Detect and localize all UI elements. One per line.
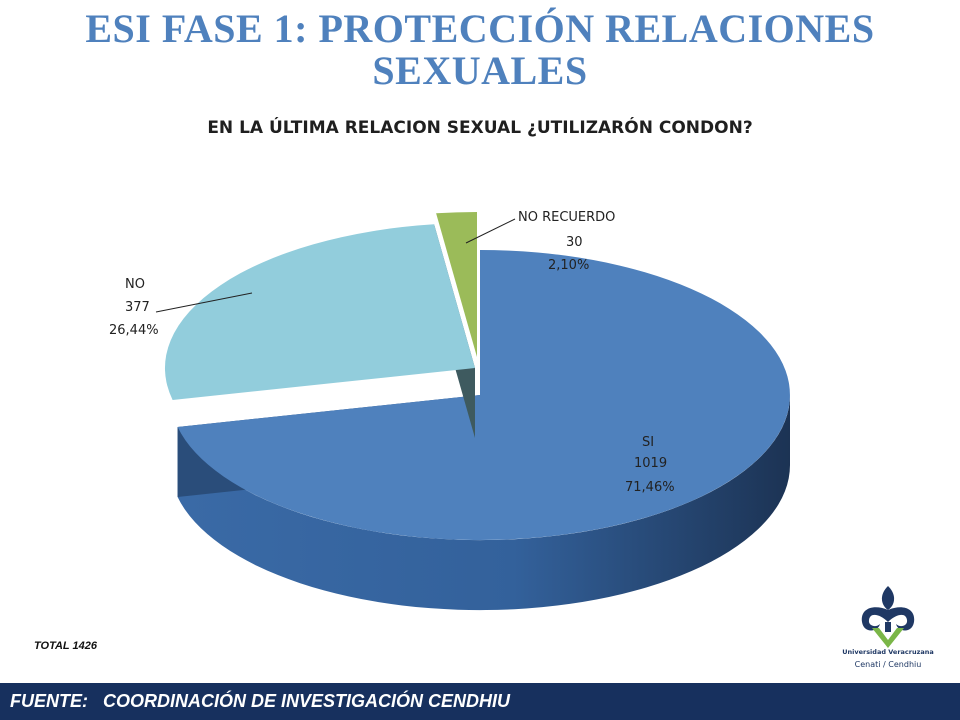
slice-si xyxy=(177,250,790,540)
leader-line-no-recuerdo xyxy=(465,218,516,244)
label-si-percent: 71,46% xyxy=(625,480,675,495)
label-no-recuerdo-value: 30 xyxy=(566,235,583,250)
leader-line-no xyxy=(155,292,253,313)
chart-title: EN LA ÚLTIMA RELACION SEXUAL ¿UTILIZARÓN… xyxy=(207,118,753,138)
label-no-name: NO xyxy=(125,277,145,292)
logo-university-name: Universidad Veracruzana xyxy=(842,648,934,656)
label-si-name: SI xyxy=(642,435,654,450)
label-no-recuerdo-percent: 2,10% xyxy=(548,258,589,273)
slice-no xyxy=(164,224,476,400)
label-no-recuerdo-name: NO RECUERDO xyxy=(518,210,615,225)
footer-source: FUENTE: COORDINACIÓN DE INVESTIGACIÓN CE… xyxy=(10,691,511,711)
label-si-value: 1019 xyxy=(634,456,667,471)
slice-si-side xyxy=(177,395,791,611)
university-logo xyxy=(861,586,915,648)
slice-no-recuerdo xyxy=(436,212,477,357)
slide-title: ESI FASE 1: PROTECCIÓN RELACIONES SEXUAL… xyxy=(85,6,875,93)
total-note: TOTAL 1426 xyxy=(34,640,97,652)
label-no-percent: 26,44% xyxy=(109,323,159,338)
footer-bar: FUENTE: COORDINACIÓN DE INVESTIGACIÓN CE… xyxy=(0,683,960,720)
label-no-value: 377 xyxy=(125,300,150,315)
logo-subtitle: Cenati / Cendhiu xyxy=(854,660,922,669)
